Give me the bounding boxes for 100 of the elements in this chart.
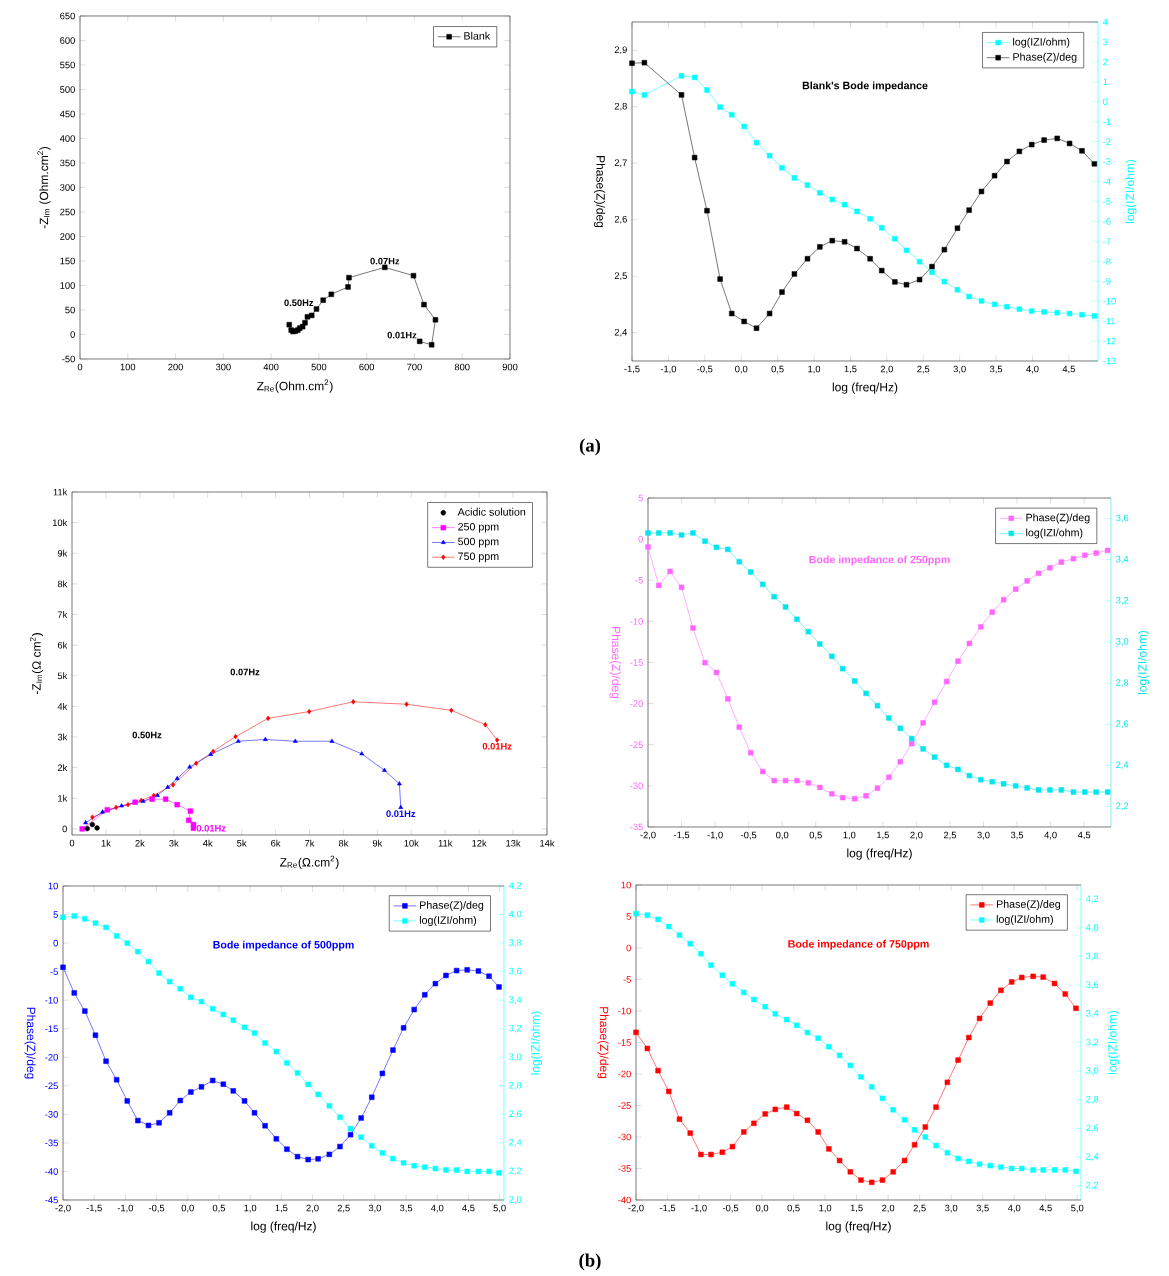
point — [713, 669, 720, 676]
point — [1041, 137, 1047, 143]
point — [186, 817, 192, 823]
point — [1004, 304, 1010, 310]
y-tick-label: 600 — [60, 37, 75, 44]
point — [897, 725, 903, 731]
point — [931, 754, 938, 760]
point — [805, 780, 812, 786]
point — [779, 289, 785, 295]
point — [955, 1057, 961, 1063]
y2-tick-label: 3 — [1103, 38, 1108, 46]
point — [210, 1077, 216, 1084]
point — [422, 1164, 428, 1170]
x-tick-label: 1,0 — [819, 1204, 832, 1213]
point — [886, 715, 892, 721]
point — [782, 604, 789, 610]
point — [1104, 547, 1111, 554]
point — [1035, 787, 1042, 793]
x-tick-label: 9k — [372, 839, 383, 847]
point — [829, 237, 835, 244]
y2-tick-label: 3,6 — [509, 967, 522, 976]
y-tick-label: -30 — [630, 782, 643, 790]
point — [398, 804, 404, 809]
point — [656, 530, 662, 536]
point — [145, 1122, 152, 1129]
y-tick-label: -45 — [45, 1196, 58, 1204]
x-tick-label: 1,0 — [843, 831, 856, 840]
annotation: 0.50Hz — [132, 731, 162, 739]
point — [976, 1161, 983, 1167]
point — [805, 628, 812, 635]
point — [369, 1094, 375, 1100]
point — [633, 1029, 639, 1036]
legend-label: Phase(Z)/deg — [1026, 513, 1090, 524]
x-tick-label: 1,5 — [844, 365, 857, 374]
point — [60, 964, 66, 970]
point — [966, 640, 973, 647]
x-tick-label: -1,5 — [673, 831, 690, 840]
y-tick-label: 6k — [57, 641, 68, 649]
point — [944, 1150, 951, 1156]
point — [794, 1110, 800, 1117]
point — [1000, 781, 1007, 787]
x-tick-label: 3,0 — [953, 365, 966, 374]
y-tick-label: 2,6 — [614, 215, 627, 224]
legend-label: 500 ppm — [458, 537, 499, 548]
point — [826, 1044, 832, 1050]
x-tick-label: 4,0 — [1007, 1204, 1021, 1213]
point — [475, 968, 482, 974]
point — [443, 972, 449, 979]
point — [836, 1157, 843, 1164]
point — [987, 1000, 993, 1006]
point — [920, 720, 926, 726]
point — [135, 1117, 141, 1124]
annotation: 0.50Hz — [284, 299, 314, 307]
point — [916, 259, 923, 265]
point — [320, 297, 326, 303]
point — [966, 1158, 972, 1164]
point — [704, 208, 710, 214]
point — [941, 278, 948, 285]
point — [782, 777, 789, 784]
point — [71, 913, 77, 919]
y-tick-label: 400 — [59, 135, 75, 142]
point — [817, 190, 823, 196]
point — [736, 559, 742, 565]
x-tick-label: 2,0 — [910, 831, 923, 840]
point — [104, 807, 110, 813]
point — [453, 967, 460, 974]
y2-axis-title: log(IZI/ohm) — [530, 1011, 543, 1075]
y-tick-label: 11k — [53, 488, 68, 496]
y-tick-label: 4k — [57, 702, 68, 710]
point — [251, 1110, 258, 1116]
point — [987, 1162, 993, 1169]
y-tick-label: -20 — [630, 700, 643, 707]
point — [404, 701, 409, 707]
point — [666, 923, 672, 930]
point — [708, 962, 714, 968]
point — [82, 1008, 88, 1014]
x-tick-label: 4,5 — [462, 1204, 475, 1213]
point — [903, 282, 910, 288]
point — [428, 342, 435, 348]
x-tick-label: 1,5 — [850, 1204, 863, 1213]
point — [702, 538, 708, 544]
x-tick-label: 3,5 — [399, 1204, 413, 1213]
x-axis-title: Z$_{Re}$(Ω.cm$^{2}$) — [280, 855, 339, 869]
x-tick-label: -2,0 — [55, 1204, 71, 1213]
y-tick-label: 500 — [60, 86, 75, 93]
point — [741, 123, 747, 130]
x-tick-label: 1,5 — [877, 831, 889, 840]
point — [294, 1153, 301, 1160]
point — [922, 1124, 928, 1130]
point — [1024, 578, 1030, 584]
point — [804, 1029, 811, 1036]
point — [304, 314, 311, 320]
point — [464, 967, 470, 973]
point — [826, 1146, 832, 1152]
y-tick-label: 1k — [58, 794, 68, 802]
point — [496, 984, 502, 990]
point — [89, 821, 96, 828]
y-tick-label: 8k — [57, 580, 68, 588]
point — [149, 796, 155, 802]
point — [666, 1088, 672, 1095]
